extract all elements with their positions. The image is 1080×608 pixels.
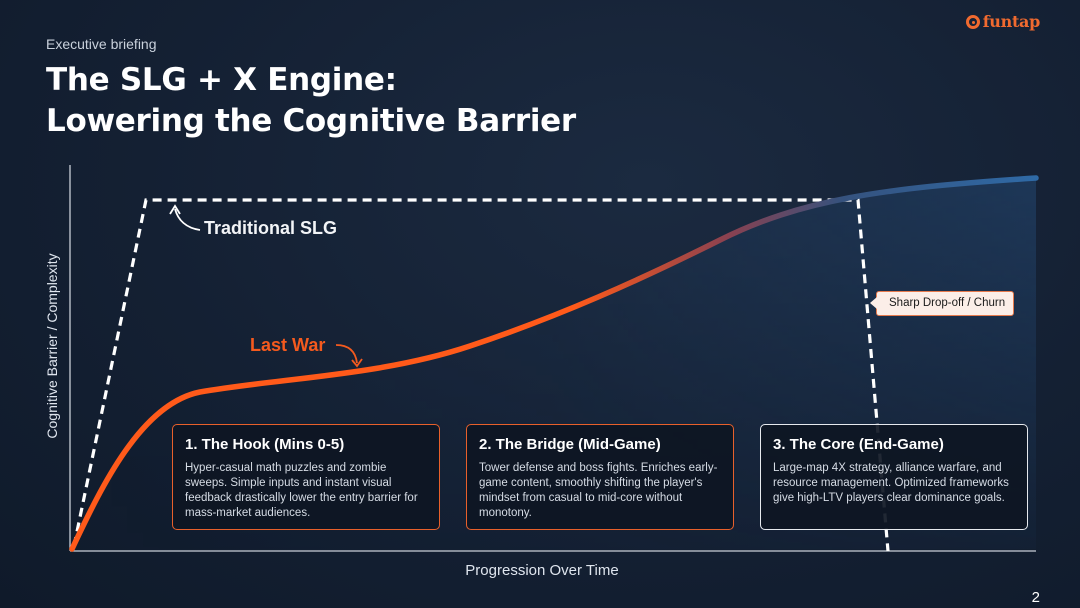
page-title: The SLG + X Engine: Lowering the Cogniti…: [46, 60, 576, 142]
traditional-slg-line: [72, 198, 890, 552]
stage-card-title: 3. The Core (End-Game): [773, 436, 944, 453]
last-war-line: [69, 175, 1039, 552]
title-line-1: The SLG + X Engine:: [46, 62, 397, 98]
logo: funtap: [965, 12, 1041, 31]
stage-card-bridge: 2. The Bridge (Mid-Game) Tower defense a…: [466, 424, 734, 530]
title-line-2: Lowering the Cognitive Barrier: [46, 103, 576, 139]
stage-card-core: 3. The Core (End-Game) Large-map 4X stra…: [760, 424, 1028, 530]
eyebrow-label: Executive briefing: [46, 36, 157, 52]
page-number: 2: [1031, 589, 1040, 606]
y-axis-label: Cognitive Barrier / Complexity: [44, 253, 60, 439]
churn-callout: Sharp Drop-off / Churn: [869, 291, 1015, 316]
stage-card-body: Tower defense and boss fights. Enriches …: [479, 462, 718, 519]
traditional-slg-arrow: [174, 208, 201, 231]
traditional-slg-arrowhead: [169, 204, 181, 215]
logo-text: funtap: [982, 12, 1041, 31]
last-war-arrowhead: [351, 358, 363, 368]
last-war-label: Last War: [250, 335, 326, 355]
stage-card-title: 2. The Bridge (Mid-Game): [479, 436, 661, 453]
last-war-arrow: [335, 344, 358, 364]
stage-card-hook: 1. The Hook (Mins 0-5) Hyper-casual math…: [172, 424, 440, 530]
traditional-slg-label: Traditional SLG: [204, 218, 338, 238]
stage-card-body: Hyper-casual math puzzles and zombie swe…: [185, 462, 418, 519]
funtap-logo-icon: [965, 14, 980, 29]
stage-card-title: 1. The Hook (Mins 0-5): [185, 436, 345, 453]
stage-card-body: Large-map 4X strategy, alliance warfare,…: [773, 462, 1009, 504]
x-axis-label: Progression Over Time: [465, 562, 619, 579]
